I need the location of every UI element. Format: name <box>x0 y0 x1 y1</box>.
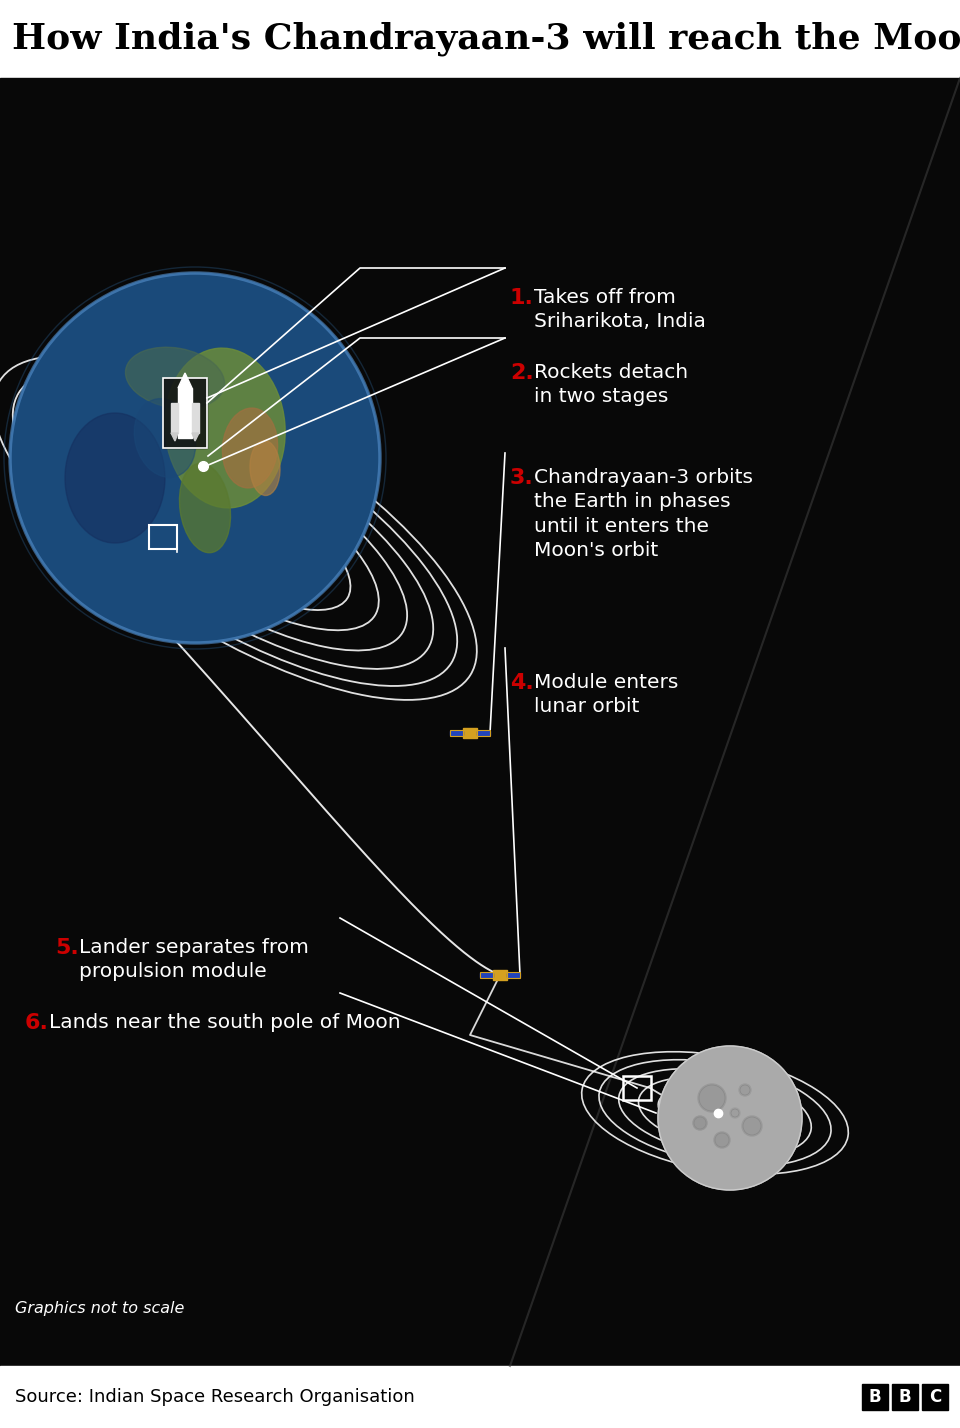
Text: 3.: 3. <box>510 468 534 488</box>
Text: Lander separates from
propulsion module: Lander separates from propulsion module <box>79 938 309 981</box>
Bar <box>477 730 490 735</box>
Circle shape <box>698 1084 726 1112</box>
Bar <box>450 730 463 735</box>
Ellipse shape <box>126 347 225 408</box>
Ellipse shape <box>180 463 230 553</box>
Bar <box>192 403 199 433</box>
Text: 4.: 4. <box>510 673 534 693</box>
Text: C: C <box>929 1388 941 1407</box>
Text: Takes off from
Sriharikota, India: Takes off from Sriharikota, India <box>534 288 706 331</box>
Text: Module enters
lunar orbit: Module enters lunar orbit <box>534 673 679 717</box>
Bar <box>0 1367 960 1428</box>
Circle shape <box>739 1084 751 1097</box>
Bar <box>507 972 520 978</box>
Bar <box>480 972 493 978</box>
Bar <box>163 378 207 448</box>
Polygon shape <box>171 433 178 441</box>
Ellipse shape <box>250 440 280 496</box>
Bar <box>493 970 507 980</box>
Text: Source: Indian Space Research Organisation: Source: Indian Space Research Organisati… <box>15 1388 415 1407</box>
Bar <box>623 1077 651 1100</box>
Bar <box>463 728 477 738</box>
Text: How India's Chandrayaan-3 will reach the Moon: How India's Chandrayaan-3 will reach the… <box>12 21 960 56</box>
Polygon shape <box>192 433 199 441</box>
Text: B: B <box>899 1388 911 1407</box>
Ellipse shape <box>165 348 285 508</box>
Circle shape <box>658 1045 802 1190</box>
Bar <box>178 388 192 438</box>
Text: Chandrayaan-3 orbits
the Earth in phases
until it enters the
Moon's orbit: Chandrayaan-3 orbits the Earth in phases… <box>534 468 753 560</box>
Bar <box>507 972 520 977</box>
Ellipse shape <box>223 408 277 488</box>
Text: Rockets detach
in two stages: Rockets detach in two stages <box>534 363 688 406</box>
Bar <box>862 1384 888 1409</box>
Bar <box>450 731 463 735</box>
Bar <box>0 0 960 79</box>
Text: 1.: 1. <box>510 288 534 308</box>
Bar <box>480 972 493 977</box>
Bar <box>892 1384 918 1409</box>
Text: Lands near the south pole of Moon: Lands near the south pole of Moon <box>49 1012 400 1032</box>
Bar <box>171 403 178 433</box>
Circle shape <box>693 1117 707 1130</box>
Text: B: B <box>869 1388 881 1407</box>
Polygon shape <box>178 373 192 388</box>
Circle shape <box>742 1117 762 1137</box>
Bar <box>163 378 207 448</box>
Text: 2.: 2. <box>510 363 534 383</box>
Text: Graphics not to scale: Graphics not to scale <box>15 1301 184 1317</box>
Bar <box>922 1384 948 1409</box>
Bar <box>150 524 178 548</box>
Circle shape <box>730 1108 740 1118</box>
Bar <box>477 731 490 735</box>
Ellipse shape <box>134 398 196 477</box>
Circle shape <box>714 1132 730 1148</box>
Circle shape <box>10 273 380 643</box>
Text: 6.: 6. <box>25 1012 49 1032</box>
Ellipse shape <box>65 413 165 543</box>
Text: 5.: 5. <box>55 938 79 958</box>
